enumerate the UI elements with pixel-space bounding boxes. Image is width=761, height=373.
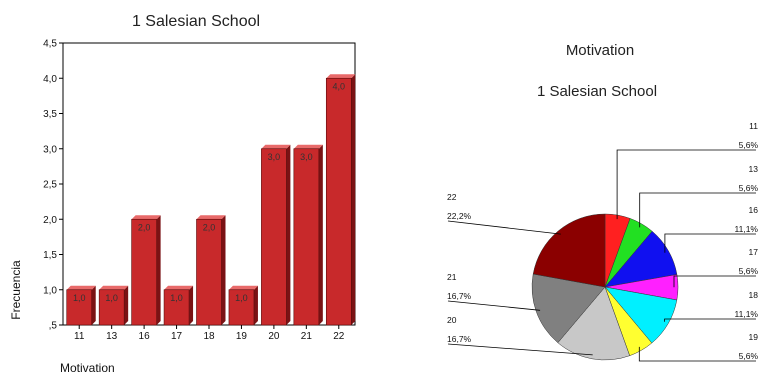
pie-slice-percent: 16,7% xyxy=(447,291,472,301)
bar-side xyxy=(253,285,258,325)
pie-leader-line xyxy=(664,318,756,322)
bar-chart-title: 1 Salesian School xyxy=(132,13,260,30)
pie-slice-label: 11 xyxy=(749,121,758,131)
x-tick-label: 21 xyxy=(301,331,313,342)
bar xyxy=(66,289,93,326)
pie-slice xyxy=(531,273,606,344)
bar-top xyxy=(293,144,323,149)
bar-data-label: 1,0 xyxy=(105,293,118,303)
pie-plot-area: 11 5,6% 13 5,6% 16 11,1% 17 5,6% 18 11,1% 19 5,6% 20… xyxy=(447,121,759,362)
bar-data-label: 1,0 xyxy=(170,293,183,303)
pie-slice-label: 22 xyxy=(447,192,457,202)
bar-data-label: 1,0 xyxy=(73,293,86,303)
x-tick-label: 18 xyxy=(203,331,215,342)
bar xyxy=(228,289,255,326)
pie-slice-percent: 22,2% xyxy=(447,211,472,221)
pie-slice-label: 21 xyxy=(447,272,457,282)
y-tick-label: 3,5 xyxy=(43,109,57,120)
bar xyxy=(196,218,222,326)
pie-slice-label: 17 xyxy=(749,247,759,257)
pie-chart-title: Motivation xyxy=(566,42,634,59)
bar-top xyxy=(164,285,194,290)
x-tick-label: 11 xyxy=(74,331,85,342)
pie-slice-label: 19 xyxy=(749,332,759,342)
bar-top xyxy=(326,74,356,79)
bar-data-label: 2,0 xyxy=(138,222,151,232)
bar xyxy=(98,289,125,326)
x-axis-label: Motivation xyxy=(60,361,115,373)
bar-side xyxy=(286,144,291,325)
bar-plot-area: ,5 1,0 1,5 2,0 2,5 3,0 3,5 4,0 4,5 1,0 11 1,0 13 2,0 1… xyxy=(43,39,356,342)
pie-slice-percent: 5,6% xyxy=(739,183,759,193)
x-tick-label: 20 xyxy=(268,331,280,342)
bar-side xyxy=(221,215,226,325)
bar-chart: 1 Salesian School Frecuencia Motivation … xyxy=(9,13,356,373)
pie-chart-subtitle: 1 Salesian School xyxy=(537,83,657,100)
pie-slice-label: 18 xyxy=(749,290,759,300)
pie-leader-line xyxy=(447,300,541,311)
pie-leader-line xyxy=(447,220,561,235)
pie-slice-percent: 11,1% xyxy=(735,224,759,234)
bar xyxy=(131,218,157,326)
x-tick-label: 19 xyxy=(236,331,248,342)
bar xyxy=(325,77,352,326)
bar-data-label: 1,0 xyxy=(235,293,248,303)
pie-leader-line xyxy=(664,233,756,253)
y-tick-label: 1,0 xyxy=(43,285,57,296)
pie-slice-percent: 5,6% xyxy=(739,140,759,150)
pie-slice xyxy=(532,213,606,288)
bar-data-label: 4,0 xyxy=(333,81,346,91)
pie-slice-percent: 11,1% xyxy=(735,309,759,319)
bar-data-label: 3,0 xyxy=(268,152,281,162)
bar-side xyxy=(124,285,129,325)
pie-leader-line xyxy=(639,192,756,228)
y-tick-label: 4,5 xyxy=(43,39,57,50)
bar xyxy=(293,148,320,326)
bar xyxy=(261,148,287,326)
pie-slice-percent: 5,6% xyxy=(739,266,759,276)
y-tick-label: 1,5 xyxy=(43,250,57,261)
pie-slice-percent: 5,6% xyxy=(739,351,759,361)
pie-slice-label: 13 xyxy=(749,164,759,174)
pie-slice-label: 16 xyxy=(749,205,759,215)
y-tick-label: 2,5 xyxy=(43,180,57,191)
bar-side xyxy=(91,285,96,325)
bar-top xyxy=(66,285,96,290)
pie-leader-line xyxy=(673,275,756,288)
pie-leader-line xyxy=(616,149,756,220)
x-tick-label: 13 xyxy=(106,331,118,342)
y-tick-label: ,5 xyxy=(49,321,58,332)
bar-side xyxy=(189,285,194,325)
pie-leader-line xyxy=(447,343,593,356)
y-axis-label: Frecuencia xyxy=(9,260,23,320)
bar-data-label: 3,0 xyxy=(300,152,313,162)
y-tick-label: 2,0 xyxy=(43,215,57,226)
bar-data-label: 2,0 xyxy=(203,222,216,232)
x-tick-label: 22 xyxy=(333,331,345,342)
x-tick-label: 17 xyxy=(171,331,183,342)
bar-side xyxy=(156,215,161,325)
bar-top xyxy=(196,215,226,220)
bar-top xyxy=(131,215,161,220)
pie-slice xyxy=(557,286,630,361)
bar-top xyxy=(228,285,258,290)
bar-top xyxy=(99,285,129,290)
bar-top xyxy=(261,144,291,149)
x-tick-label: 16 xyxy=(139,331,151,342)
y-tick-label: 3,0 xyxy=(43,144,57,155)
pie-leader-line xyxy=(638,346,756,362)
bar-side xyxy=(318,144,323,325)
pie-chart: Motivation 1 Salesian School 11 5,6% 13 5,6… xyxy=(447,42,759,362)
y-tick-label: 4,0 xyxy=(43,74,57,85)
pie-slice-label: 20 xyxy=(447,315,457,325)
pie-slice-percent: 16,7% xyxy=(447,334,472,344)
bar-side xyxy=(351,74,356,325)
